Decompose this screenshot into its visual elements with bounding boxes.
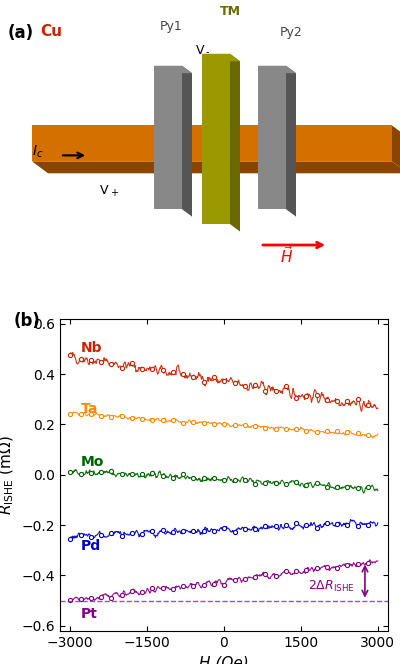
Text: V: V: [100, 184, 108, 197]
Polygon shape: [202, 54, 230, 224]
Text: (a): (a): [8, 24, 34, 42]
Text: Pd: Pd: [80, 539, 101, 554]
Y-axis label: $R_{\rm ISHE}$ (m$\Omega$): $R_{\rm ISHE}$ (m$\Omega$): [0, 435, 16, 515]
Text: $2\Delta R_{\rm ISHE}$: $2\Delta R_{\rm ISHE}$: [308, 578, 355, 594]
Polygon shape: [154, 66, 182, 209]
Polygon shape: [32, 161, 400, 173]
Text: Mo: Mo: [80, 456, 104, 469]
Text: Cu: Cu: [40, 24, 62, 39]
Text: (b): (b): [14, 313, 41, 331]
Polygon shape: [286, 66, 296, 216]
Text: $I_c$: $I_c$: [32, 143, 43, 160]
Text: Nb: Nb: [80, 341, 102, 355]
Text: Py1: Py1: [160, 20, 183, 33]
Polygon shape: [230, 54, 240, 232]
Text: Ta: Ta: [80, 402, 98, 416]
Polygon shape: [258, 66, 296, 73]
Text: TM: TM: [220, 5, 241, 18]
X-axis label: H (Oe): H (Oe): [199, 655, 249, 664]
Text: -: -: [206, 47, 210, 57]
Text: Pt: Pt: [80, 608, 97, 622]
Polygon shape: [392, 125, 400, 173]
Text: $\vec{H}$: $\vec{H}$: [280, 245, 293, 266]
Text: Py2: Py2: [280, 26, 303, 39]
Polygon shape: [154, 66, 192, 73]
Polygon shape: [182, 66, 192, 216]
Text: +: +: [110, 188, 118, 198]
Polygon shape: [202, 54, 240, 61]
Polygon shape: [258, 66, 286, 209]
Text: V: V: [196, 44, 204, 57]
Polygon shape: [32, 125, 392, 161]
